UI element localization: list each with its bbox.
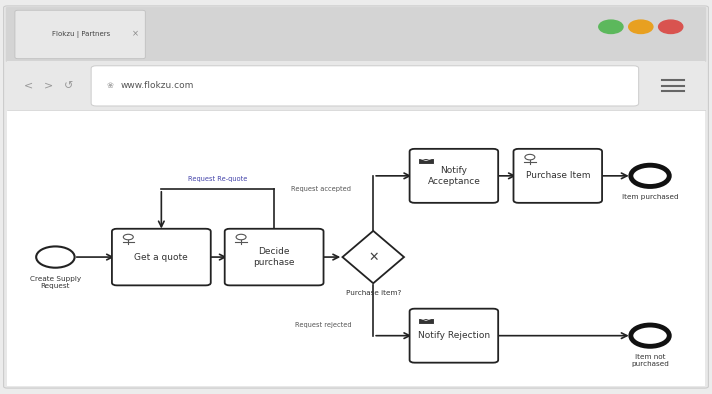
Text: Flokzu | Partners: Flokzu | Partners [52,31,110,38]
FancyBboxPatch shape [409,309,498,362]
Circle shape [629,20,653,33]
FancyBboxPatch shape [7,61,705,110]
Text: Item purchased: Item purchased [622,194,679,201]
Text: Request rejected: Request rejected [295,322,351,328]
FancyBboxPatch shape [4,6,708,388]
Circle shape [659,20,683,33]
Text: Request Re-quote: Request Re-quote [188,177,247,182]
Text: Request accepted: Request accepted [291,186,351,192]
Text: Decide
purchase: Decide purchase [253,247,295,267]
FancyBboxPatch shape [418,158,434,164]
Text: >: > [44,81,53,91]
Text: Purchase Item: Purchase Item [525,171,590,180]
FancyBboxPatch shape [225,229,323,285]
FancyBboxPatch shape [418,318,434,324]
Text: ✕: ✕ [368,251,379,264]
Text: Notify
Acceptance: Notify Acceptance [427,166,481,186]
FancyBboxPatch shape [91,66,639,106]
FancyBboxPatch shape [6,7,706,62]
Circle shape [599,20,623,33]
Text: Item not
purchased: Item not purchased [631,354,669,367]
Text: Create Supply
Request: Create Supply Request [30,275,81,288]
Text: Notify Rejection: Notify Rejection [418,331,490,340]
Text: Purchase item?: Purchase item? [345,290,401,296]
Polygon shape [342,231,404,283]
FancyBboxPatch shape [7,110,705,386]
Text: ×: × [132,30,139,39]
Text: ❀: ❀ [107,82,114,90]
Text: www.flokzu.com: www.flokzu.com [121,82,194,90]
Text: <: < [23,81,33,91]
Text: Get a quote: Get a quote [135,253,188,262]
FancyBboxPatch shape [513,149,602,203]
Text: ↺: ↺ [64,81,73,91]
FancyBboxPatch shape [409,149,498,203]
FancyBboxPatch shape [112,229,211,285]
FancyBboxPatch shape [15,10,145,59]
